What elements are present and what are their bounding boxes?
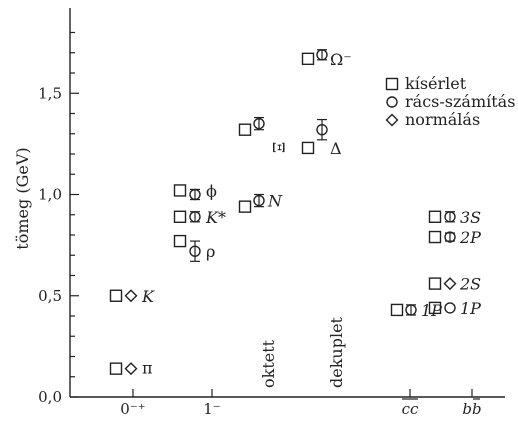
experiment-marker (173, 210, 187, 223)
experiment-marker (301, 141, 315, 155)
particle-label-Xi: Ξ (269, 142, 288, 153)
series-square (109, 52, 442, 375)
particle-label-N: N (267, 192, 283, 211)
experiment-marker (428, 301, 442, 315)
legend-label: rács-számítás (405, 92, 515, 111)
error-bar (190, 188, 200, 201)
y-tick-label: 0,0 (38, 388, 62, 406)
normalization-marker (124, 362, 138, 376)
y-tick-label: 1,5 (38, 84, 62, 102)
experiment-marker (238, 123, 252, 136)
particle-label-Kstar: K* (205, 208, 226, 227)
legend-label: normálás (405, 110, 480, 129)
particle-label-K: K (141, 287, 155, 306)
y-axis-label: tömeg (GeV) (13, 147, 32, 249)
legend-diamond-icon (385, 113, 399, 127)
particle-label-Omega: Ω⁻ (330, 50, 352, 69)
error-bar (190, 240, 200, 262)
experiment-marker (428, 230, 442, 244)
error-bar (445, 232, 455, 242)
experiment-marker (390, 303, 404, 317)
series-circle (189, 49, 456, 316)
particle-label-bb2S: 2S (459, 275, 481, 294)
lattice-marker (444, 302, 456, 314)
particle-label-bb3S: 3S (460, 208, 481, 227)
axes: 0,0 0,5 1,0 1,5 tömeg (GeV) 0⁻⁺ 1⁻ cc bb (13, 8, 505, 418)
legend-entry: rács-számítás (386, 92, 515, 111)
experiment-marker (173, 184, 187, 197)
experiment-marker (238, 200, 252, 213)
y-tick-label: 1,0 (38, 186, 62, 204)
x-tick-label: 0⁻⁺ (120, 400, 145, 418)
error-bar (317, 118, 327, 141)
error-bar (406, 304, 416, 316)
experiment-marker (301, 52, 315, 66)
group-label-oktett: oktett (259, 339, 278, 388)
normalization-marker (443, 277, 457, 291)
legend-square-icon (385, 77, 399, 91)
x-tick-label: 1⁻ (203, 400, 220, 418)
x-tick-label: bb (462, 400, 481, 418)
particle-label-phi: ϕ (206, 181, 217, 200)
error-bar (317, 49, 327, 61)
error-bar (254, 193, 264, 208)
x-tick-label: cc (402, 400, 419, 418)
experiment-marker (428, 277, 442, 290)
particle-label-pi: π (142, 359, 153, 378)
particle-label-bb2P: 2P (459, 228, 481, 247)
error-bar (445, 211, 455, 223)
y-tick-label: 0,5 (38, 287, 62, 305)
experiment-marker (109, 289, 123, 302)
marks (109, 49, 457, 376)
particle-label-cc1P: 1P (421, 301, 442, 320)
legend-label: kísérlet (405, 74, 467, 93)
legend-entry: kísérlet (385, 74, 467, 93)
series-diamond (124, 277, 457, 376)
lattice-marker (444, 231, 456, 243)
experiment-marker (173, 234, 187, 248)
group-label-dekuplet: dekuplet (327, 316, 346, 388)
error-bar (190, 211, 200, 223)
legend-circle-icon (386, 96, 398, 108)
experiment-marker (428, 210, 442, 223)
legend-entry: normálás (385, 110, 480, 129)
error-bar (254, 116, 264, 131)
normalization-marker (124, 289, 138, 303)
particle-label-rho: ρ (206, 242, 215, 261)
particle-label-bb1P: 1P (460, 299, 481, 318)
experiment-marker (109, 362, 123, 375)
particle-label-Delta: Δ (330, 139, 342, 158)
